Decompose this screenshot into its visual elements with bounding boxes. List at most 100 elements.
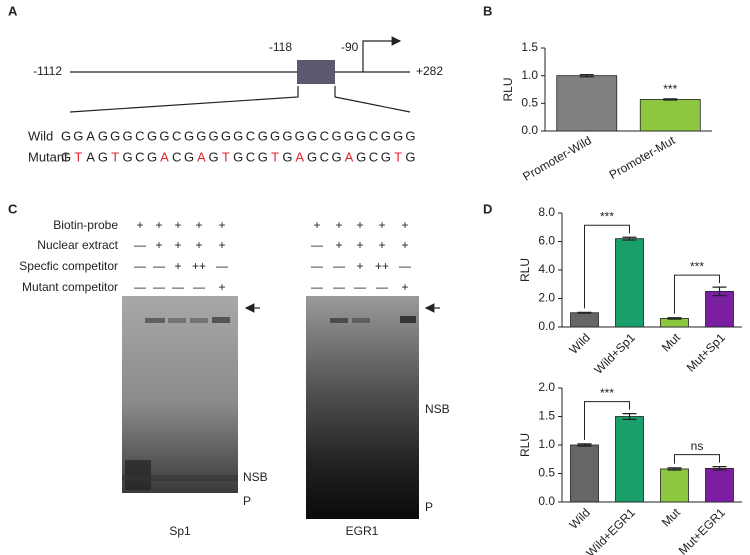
mutant-base: G (356, 149, 366, 164)
wild-base: C (246, 128, 255, 143)
x-tick-label: Wild (566, 330, 592, 356)
wild-base: G (159, 128, 169, 143)
y-tick-label: 0.5 (538, 466, 555, 480)
y-tick-label: 2.0 (538, 380, 555, 394)
wild-base: G (344, 128, 354, 143)
wild-base: G (381, 128, 391, 143)
wild-base: G (270, 128, 280, 143)
y-tick-label: 1.5 (521, 40, 538, 54)
gel-name: EGR1 (346, 524, 379, 538)
mutant-base: G (98, 149, 108, 164)
panel-label: B (483, 3, 492, 18)
row-label: Specfic competitor (19, 259, 118, 273)
lane-sign: + (335, 218, 342, 232)
error-bar (622, 413, 637, 420)
wild-base: G (307, 128, 317, 143)
lane-sign: + (401, 218, 408, 232)
mutant-base: G (258, 149, 268, 164)
lane-sign: — (134, 280, 146, 294)
wild-base: G (209, 128, 219, 143)
position-label: -118 (269, 40, 292, 54)
mutant-base: A (86, 149, 95, 164)
mutant-base: T (394, 149, 402, 164)
lane-sign: + (356, 218, 363, 232)
lane-sign: — (354, 280, 366, 294)
sequence-label: Mutant (28, 149, 68, 164)
zoom-lines (69, 86, 411, 113)
x-tick-label: Wild+EGR1 (583, 505, 638, 555)
mutant-base: G (147, 149, 157, 164)
panel-label: A (8, 3, 18, 18)
mutant-base: C (246, 149, 255, 164)
mutant-base: A (197, 149, 206, 164)
x-tick-label: Wild+Sp1 (591, 330, 638, 377)
x-tick-label: Wild (566, 505, 592, 531)
band-label: NSB (425, 402, 450, 416)
wild-base: C (172, 128, 181, 143)
lane-sign: — (153, 280, 165, 294)
y-tick-label: 1.5 (538, 409, 555, 423)
band-label: P (425, 500, 433, 514)
error-bar (577, 311, 592, 314)
bar (660, 468, 689, 503)
mutant-base: A (295, 149, 304, 164)
mutant-base: T (111, 149, 119, 164)
lane-sign: + (174, 259, 181, 273)
lane-sign: — (134, 259, 146, 273)
wild-base: C (135, 128, 144, 143)
row-label: Mutant competitor (22, 280, 118, 294)
error-bar (622, 236, 637, 241)
significance: *** (600, 209, 614, 223)
lane-sign: — (376, 280, 388, 294)
lane-sign: + (136, 218, 143, 232)
lane-sign: + (155, 218, 162, 232)
mutant-base: C (320, 149, 329, 164)
mutant-base: G (381, 149, 391, 164)
mutant-base: G (233, 149, 243, 164)
lane-sign: + (356, 259, 363, 273)
y-tick-label: 6.0 (538, 234, 555, 248)
panel-label: C (8, 201, 18, 216)
mutant-base: G (332, 149, 342, 164)
bar (570, 312, 599, 328)
mutant-base: G (61, 149, 71, 164)
bar (639, 99, 701, 132)
mutant-base: T (271, 149, 279, 164)
position-label: -90 (341, 40, 359, 54)
x-tick-label: Mut (659, 330, 684, 355)
lane-sign: — (193, 280, 205, 294)
lane-sign: — (311, 280, 323, 294)
bar (570, 444, 599, 503)
lane-sign: + (401, 238, 408, 252)
error-bar (667, 317, 682, 320)
row-label: Nuclear extract (37, 238, 118, 252)
significance: *** (663, 82, 677, 96)
y-tick-label: 1.0 (521, 68, 538, 82)
lane-sign: + (378, 218, 385, 232)
mutant-base: T (74, 149, 82, 164)
lane-sign: + (195, 238, 202, 252)
lane-sign: + (401, 280, 408, 294)
wild-base: G (405, 128, 415, 143)
wild-base: G (98, 128, 108, 143)
gel-sp1 (122, 296, 238, 493)
wild-base: G (196, 128, 206, 143)
wild-base: C (369, 128, 378, 143)
bar (705, 467, 734, 503)
tss-arrow (362, 36, 402, 72)
gel-name: Sp1 (169, 524, 191, 538)
wild-base: G (258, 128, 268, 143)
lane-sign: + (356, 238, 363, 252)
significance-bracket (674, 274, 720, 314)
x-tick-label: Mut+EGR1 (676, 505, 728, 555)
x-tick-label: Promoter-Wild (520, 133, 593, 183)
lane-sign: — (172, 280, 184, 294)
position-label: +282 (416, 64, 443, 78)
bar (615, 238, 644, 328)
band-label: NSB (243, 470, 268, 484)
row-label: Biotin-probe (53, 218, 118, 232)
lane-sign: + (174, 238, 181, 252)
mutant-base: A (345, 149, 354, 164)
significance: *** (600, 386, 614, 400)
